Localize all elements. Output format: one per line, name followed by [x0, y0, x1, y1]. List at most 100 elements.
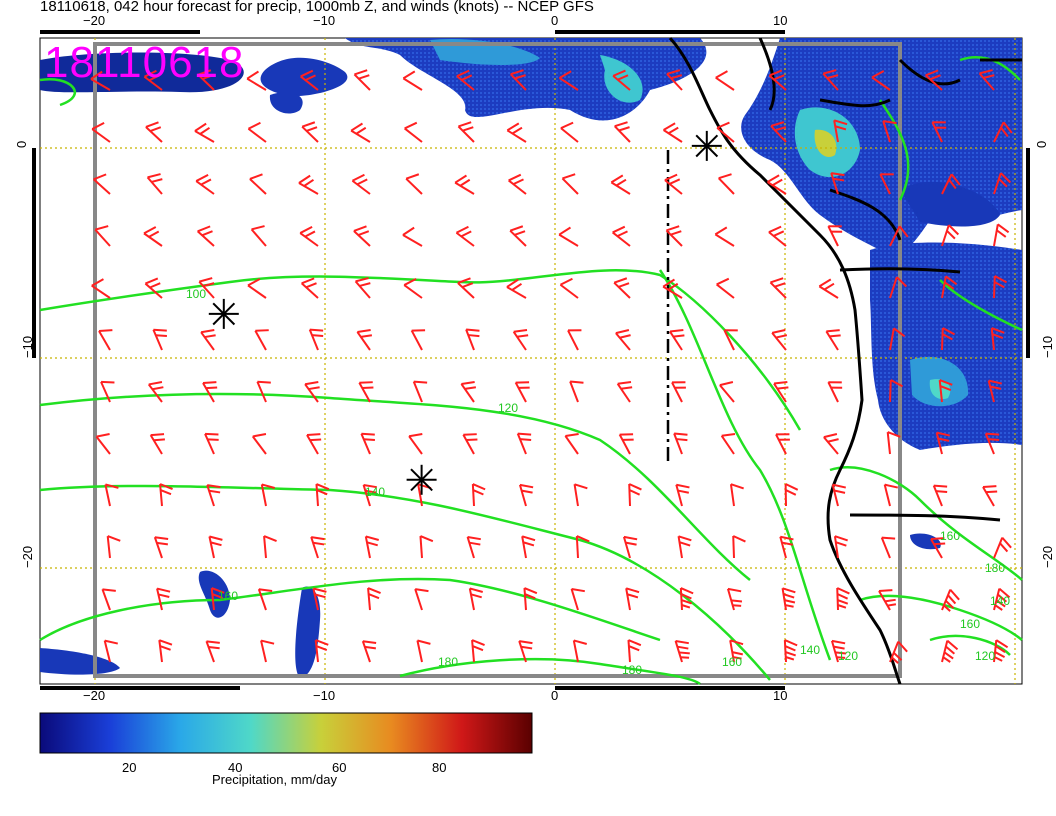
storm-asterisk-marker — [691, 130, 722, 161]
wind-barb — [147, 381, 164, 403]
wind-barb — [364, 535, 379, 559]
wind-barb — [300, 69, 319, 91]
wind-barb — [210, 587, 225, 611]
wind-barb — [91, 121, 111, 143]
wind-barb — [871, 70, 891, 91]
wind-barb — [260, 483, 275, 507]
wind-barb — [559, 277, 579, 299]
wind-barb — [622, 535, 638, 559]
wind-barb — [361, 640, 377, 663]
wind-barb — [95, 433, 111, 455]
wind-barb — [521, 535, 536, 559]
wind-barb — [101, 588, 116, 611]
wind-barb — [662, 278, 683, 299]
lat-tick-label-right: −20 — [1040, 546, 1055, 568]
wind-barb — [879, 173, 894, 195]
contour-label: 180 — [985, 561, 1005, 575]
wind-barb — [251, 433, 267, 455]
wind-barb — [523, 587, 538, 611]
wind-barb — [775, 433, 790, 455]
wind-barb — [455, 225, 475, 247]
wind-barb — [674, 639, 690, 663]
wind-barb — [360, 432, 375, 455]
domain-frame — [93, 42, 902, 678]
wind-barb — [206, 484, 221, 507]
wind-barb — [931, 121, 947, 143]
wind-barb — [410, 329, 426, 351]
wind-barb — [569, 380, 584, 403]
axis-bars — [32, 30, 1030, 690]
wind-barb — [408, 433, 423, 455]
wind-barb — [767, 174, 787, 195]
wind-barb — [153, 536, 169, 559]
contour-label: 120 — [975, 649, 995, 663]
wind-barb — [930, 537, 946, 559]
lon-tick-label-top: 10 — [773, 13, 787, 28]
wind-barb — [784, 483, 799, 507]
wind-barb — [508, 173, 527, 195]
wind-barb — [880, 536, 896, 559]
wind-barb — [941, 327, 956, 351]
wind-barb — [889, 225, 909, 247]
wind-barb — [353, 69, 371, 91]
wind-barb — [768, 225, 787, 247]
wind-barb — [518, 640, 533, 663]
wind-barb — [298, 174, 319, 195]
wind-barb — [310, 536, 325, 559]
wind-barb — [402, 70, 423, 91]
wind-barb — [982, 485, 998, 507]
wind-barb — [830, 639, 847, 663]
wind-barb — [104, 483, 119, 507]
wind-barb — [198, 277, 215, 299]
wind-barb — [356, 329, 373, 351]
wind-barb — [304, 381, 320, 403]
wind-barb — [91, 278, 111, 299]
lat-tick-label-left: −10 — [20, 336, 35, 358]
wind-barb — [987, 379, 1002, 403]
wind-barb — [720, 433, 736, 455]
wind-barb — [561, 173, 579, 195]
wind-barb — [145, 121, 163, 143]
wind-barb — [559, 70, 579, 91]
wind-barb — [558, 226, 579, 247]
colorbar-label: Precipitation, mm/day — [212, 772, 337, 787]
contour-label: 180 — [438, 655, 458, 669]
wind-barb — [719, 381, 735, 403]
wind-barb — [367, 587, 381, 611]
wind-barb — [405, 173, 423, 195]
wind-barb — [351, 173, 371, 195]
wind-barb — [194, 122, 215, 143]
contour-label: 160 — [940, 529, 960, 543]
wind-barb — [889, 276, 908, 299]
wind-barb — [200, 329, 216, 351]
contour-label: 120 — [498, 401, 518, 415]
wind-barb — [514, 381, 530, 403]
wind-barb — [825, 329, 841, 351]
wind-barb — [663, 122, 683, 143]
wind-barb — [560, 121, 579, 143]
wind-barb — [350, 122, 371, 143]
wind-barb — [457, 277, 475, 299]
wind-barb — [714, 226, 735, 247]
date-stamp: 18110618 — [44, 38, 245, 87]
wind-barb — [781, 587, 796, 611]
contour-label: 160 — [960, 617, 980, 631]
wind-barb — [615, 329, 631, 351]
wind-barb — [618, 433, 634, 455]
wind-barb — [613, 277, 631, 299]
wind-barb — [471, 639, 485, 663]
lat-tick-label-right: 0 — [1034, 141, 1049, 148]
wind-barb — [402, 226, 423, 247]
wind-barb — [518, 483, 534, 507]
wind-barb — [570, 587, 585, 611]
wind-barb — [205, 640, 220, 663]
wind-barb — [628, 483, 642, 507]
wind-barb — [263, 535, 277, 559]
wind-barb — [715, 70, 735, 91]
wind-barb — [260, 639, 275, 663]
wind-barb — [196, 225, 215, 247]
contour-label: 100 — [186, 287, 206, 301]
wind-barb — [512, 329, 529, 351]
wind-barb — [575, 535, 590, 559]
wind-barb — [612, 69, 631, 91]
